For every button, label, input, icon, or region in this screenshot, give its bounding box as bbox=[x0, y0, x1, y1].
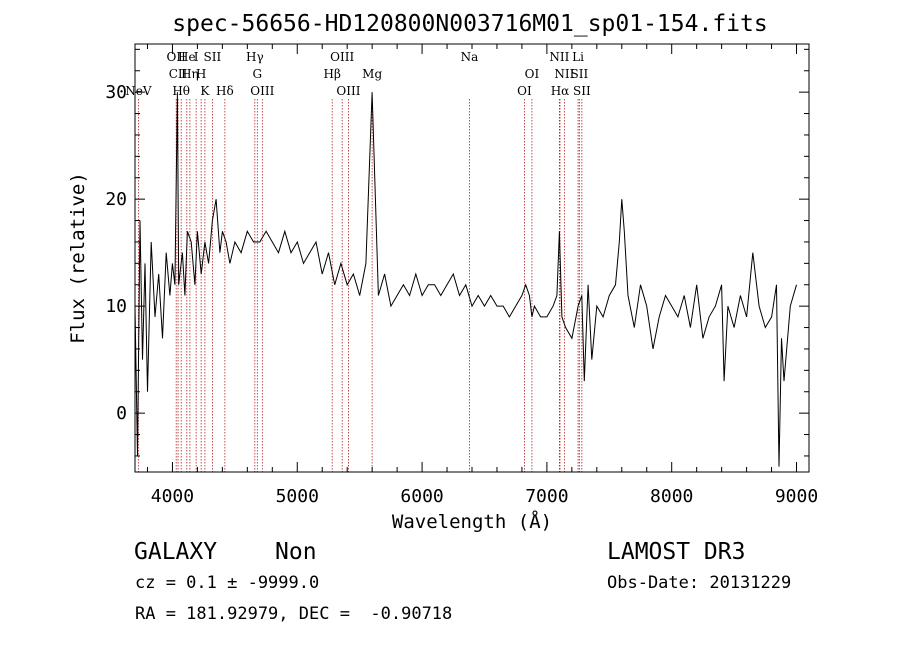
line-marker-label: Hη bbox=[181, 67, 199, 81]
line-marker-label: SII bbox=[573, 84, 591, 98]
object-subclass: Non bbox=[275, 539, 317, 565]
x-axis-label: Wavelength (Å) bbox=[392, 510, 552, 533]
object-class: GALAXY bbox=[134, 539, 218, 565]
x-tick-label: 7000 bbox=[525, 486, 568, 507]
line-marker-label: Hγ bbox=[246, 50, 264, 64]
line-marker-label: OIII bbox=[336, 84, 360, 98]
line-marker-label: Mg bbox=[362, 67, 382, 81]
line-marker-label: OIII bbox=[330, 50, 354, 64]
line-marker-label: Na bbox=[461, 50, 479, 64]
y-tick-label: 0 bbox=[116, 403, 127, 424]
line-marker-label: Hα bbox=[551, 84, 570, 98]
line-marker-label: H bbox=[196, 67, 206, 81]
x-tick-label: 9000 bbox=[775, 486, 818, 507]
line-marker-label: Li bbox=[572, 50, 584, 64]
line-marker-label: SII bbox=[570, 67, 588, 81]
spectrum-series-line bbox=[134, 92, 797, 467]
line-marker-label: Hβ bbox=[324, 67, 341, 81]
y-tick-label: 30 bbox=[105, 82, 127, 103]
x-tick-label: 6000 bbox=[400, 486, 443, 507]
line-marker-label: OI bbox=[517, 84, 532, 98]
line-marker-label: He bbox=[178, 50, 196, 64]
line-marker-label: I bbox=[194, 50, 199, 64]
line-marker-label: OI bbox=[525, 67, 540, 81]
line-marker-label: OIII bbox=[250, 84, 274, 98]
line-marker-label: G bbox=[253, 67, 263, 81]
y-tick-label: 10 bbox=[105, 296, 127, 317]
axis-ticks: 4000 5000 6000 7000 8000 9000 0 10 20 30 bbox=[105, 44, 818, 507]
line-marker-label: K bbox=[200, 84, 210, 98]
coordinates-line: RA = 181.92979, DEC = -0.90718 bbox=[135, 604, 453, 624]
y-axis-label: Flux (relative) bbox=[67, 172, 89, 344]
line-marker-label: Hθ bbox=[172, 84, 190, 98]
line-marker-layer: NeV OII CII Hθ He Hη IHK SII Hδ Hγ G OIII OIII Hβ OIII… bbox=[125, 50, 591, 472]
line-marker-label: NII bbox=[554, 67, 574, 81]
y-tick-label: 20 bbox=[105, 189, 127, 210]
observation-date: Obs-Date: 20131229 bbox=[607, 573, 792, 593]
chart-title: spec-56656-HD120800N003716M01_sp01-154.f… bbox=[172, 11, 767, 37]
survey-release: LAMOST DR3 bbox=[607, 539, 746, 565]
line-marker-label: SII bbox=[204, 50, 222, 64]
line-marker-label: OII bbox=[167, 50, 187, 64]
line-marker-label: NeV bbox=[125, 84, 152, 98]
x-tick-label: 4000 bbox=[151, 486, 194, 507]
plot-frame bbox=[134, 43, 810, 473]
line-marker-label: Hδ bbox=[216, 84, 234, 98]
x-tick-label: 5000 bbox=[276, 486, 319, 507]
x-tick-label: 8000 bbox=[650, 486, 693, 507]
line-marker-label: CII bbox=[169, 67, 188, 81]
redshift-line: cz = 0.1 ± -9999.0 bbox=[135, 573, 320, 593]
line-marker-label: NII bbox=[549, 50, 569, 64]
